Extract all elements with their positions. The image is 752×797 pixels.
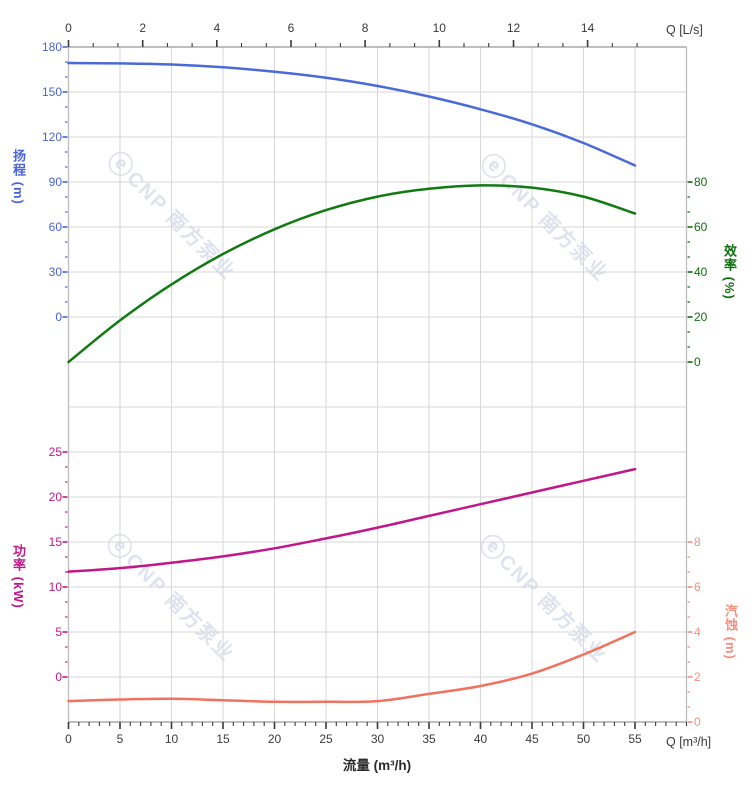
bottom-axis-tick-label: 30 — [370, 732, 385, 746]
efficiency-axis-title: 效率 (%) — [722, 244, 737, 300]
power-axis-tick-label: 15 — [48, 535, 62, 549]
bottom-axis-tick-label: 0 — [65, 732, 72, 746]
bottom-axis-tick-label: 50 — [576, 732, 591, 746]
npsh-axis-tick-label: 2 — [694, 670, 701, 684]
power-axis-tick-label: 0 — [55, 670, 62, 684]
bottom-axis-tick-label: 15 — [216, 732, 230, 746]
efficiency-axis-tick-label: 80 — [694, 175, 708, 189]
bottom-axis-tick-label: 25 — [319, 732, 333, 746]
curve-npsh — [67, 630, 637, 704]
npsh-axis-tick-label: 4 — [694, 625, 701, 639]
npsh-axis-tick-label: 6 — [694, 580, 701, 594]
head-axis-tick-label: 90 — [48, 175, 62, 189]
power-axis-tick-label: 25 — [48, 445, 62, 459]
curve-efficiency — [67, 184, 637, 364]
bottom-axis-tick-label: 35 — [422, 732, 436, 746]
npsh-axis-tick-label: 8 — [694, 535, 701, 549]
head-axis-title: 扬程 (m) — [11, 149, 26, 205]
npsh-axis-title: 汽蚀 (m) — [723, 604, 738, 660]
top-axis-tick-label: 6 — [287, 21, 295, 35]
bottom-axis-tick-label: 10 — [164, 732, 179, 746]
top-axis-tick-label: 10 — [432, 21, 446, 35]
top-axis-tick-label: 12 — [506, 21, 521, 35]
power-axis-tick-label: 10 — [48, 580, 62, 594]
efficiency-axis-tick-label: 40 — [694, 265, 708, 279]
head-axis-tick-label: 60 — [48, 220, 62, 234]
curve-power — [67, 467, 637, 573]
efficiency-axis-tick-label: 60 — [694, 220, 708, 234]
head-axis-tick-label: 180 — [41, 40, 62, 54]
efficiency-axis-tick-label: 0 — [694, 355, 701, 369]
power-axis-tick-label: 5 — [55, 625, 62, 639]
x-axis-title: 流量 (m³/h) — [342, 758, 412, 773]
head-axis-tick-label: 150 — [41, 85, 62, 99]
bottom-axis-unit-label: Q [m³/h] — [666, 735, 712, 749]
power-axis-tick-label: 20 — [48, 490, 62, 504]
bottom-axis-tick-label: 55 — [628, 732, 642, 746]
top-axis-tick-label: 2 — [139, 21, 147, 35]
bottom-axis-tick-label: 20 — [267, 732, 282, 746]
npsh-axis-tick-label: 0 — [694, 715, 701, 729]
head-axis-tick-label: 120 — [41, 130, 62, 144]
top-axis-tick-label: 4 — [213, 21, 221, 35]
power-axis-title: 功率 (kW) — [11, 544, 26, 609]
top-axis-tick-label: 14 — [580, 21, 595, 35]
top-axis-tick-label: 8 — [361, 21, 369, 35]
top-axis-tick-label: 0 — [65, 21, 72, 35]
bottom-axis-tick-label: 5 — [116, 732, 124, 746]
curve-head — [67, 61, 637, 167]
head-axis-tick-label: 0 — [55, 310, 62, 324]
bottom-axis-tick-label: 45 — [525, 732, 539, 746]
top-axis-unit-label: Q [L/s] — [666, 23, 703, 37]
efficiency-axis-tick-label: 20 — [694, 310, 708, 324]
bottom-axis-tick-label: 40 — [473, 732, 488, 746]
head-axis-tick-label: 30 — [48, 265, 62, 279]
